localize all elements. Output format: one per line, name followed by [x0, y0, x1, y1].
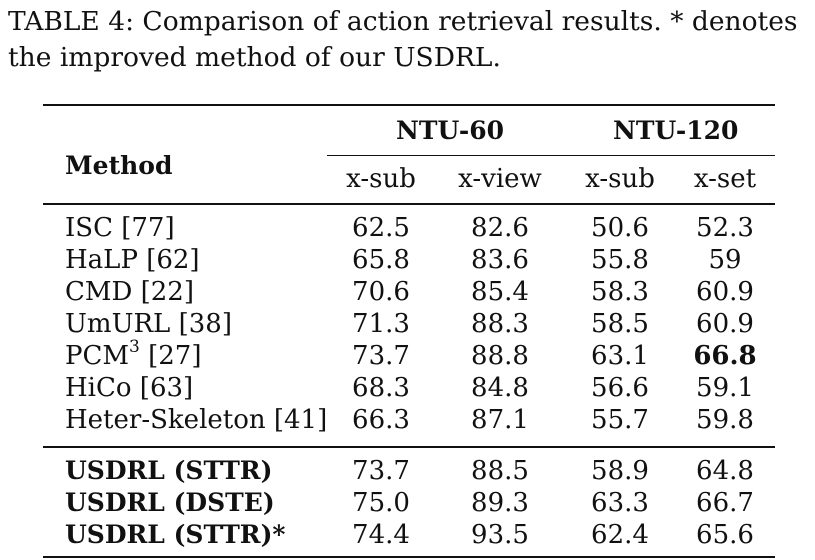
cell-value: 74.4 [352, 520, 410, 550]
cell-value: 59 [708, 245, 742, 275]
header-method: Method [65, 151, 173, 180]
row-method: CMD [22] [65, 277, 194, 307]
cell-value: 88.3 [471, 309, 529, 339]
cell-value: 73.7 [352, 341, 410, 371]
cell-value: 88.5 [471, 456, 529, 486]
cell-value: 66.7 [696, 488, 754, 518]
cell-value: 84.8 [471, 373, 529, 403]
cell-value: 64.8 [696, 456, 754, 486]
cell-value: 60.9 [696, 277, 754, 307]
header-ntu120: NTU-120 [613, 116, 739, 145]
cell-value: 55.8 [591, 245, 649, 275]
subheader-ntu120-xset: x-set [693, 164, 757, 194]
cell-value: 63.1 [591, 341, 649, 371]
caption-line-2: the improved method of our USDRL. [8, 42, 501, 73]
cell-value: 58.9 [591, 456, 649, 486]
cell-value: 73.7 [352, 456, 410, 486]
cell-value: 66.3 [352, 405, 410, 435]
row-method: Heter-Skeleton [41] [65, 405, 328, 435]
row-method-superscript: 3 [129, 337, 140, 358]
cell-value: 93.5 [471, 520, 529, 550]
row-method: PCM3 [27] [65, 339, 202, 371]
cell-value: 70.6 [352, 277, 410, 307]
table-caption: TABLE 4: Comparison of action retrieval … [8, 4, 813, 76]
caption-line-1: TABLE 4: Comparison of action retrieval … [8, 6, 798, 37]
row-method: USDRL (STTR) [65, 456, 273, 485]
header-midrule [43, 203, 775, 205]
row-method: USDRL (DSTE) [65, 488, 275, 517]
results-table: NTU-60 NTU-120 Method x-sub x-view x-sub… [43, 104, 775, 558]
cell-value: 88.8 [471, 341, 529, 371]
section-midrule [43, 446, 775, 448]
cell-value: 50.6 [591, 213, 649, 243]
row-method: HiCo [63] [65, 373, 194, 403]
cell-value: 60.9 [696, 309, 754, 339]
row-method: ISC [77] [65, 213, 175, 243]
cell-value: 58.3 [591, 277, 649, 307]
cell-value: 62.4 [591, 520, 649, 550]
subheader-ntu60-xsub: x-sub [346, 164, 416, 194]
row-method-citation: [27] [139, 341, 202, 371]
cell-value-best: 66.8 [693, 341, 757, 371]
group-midrule [327, 155, 775, 156]
bottom-rule [43, 556, 775, 558]
header-ntu60: NTU-60 [396, 116, 504, 145]
cell-value: 58.5 [591, 309, 649, 339]
row-method: HaLP [62] [65, 245, 200, 275]
row-method-name: PCM [65, 341, 130, 371]
subheader-ntu120-xsub: x-sub [585, 164, 655, 194]
cell-value: 75.0 [352, 488, 410, 518]
cell-value: 56.6 [591, 373, 649, 403]
cell-value: 59.1 [696, 373, 754, 403]
row-method: UmURL [38] [65, 309, 232, 339]
cell-value: 63.3 [591, 488, 649, 518]
cell-value: 52.3 [696, 213, 754, 243]
cell-value: 55.7 [591, 405, 649, 435]
cell-value: 65.8 [352, 245, 410, 275]
cell-value: 65.6 [696, 520, 754, 550]
cell-value: 83.6 [471, 245, 529, 275]
cell-value: 87.1 [471, 405, 529, 435]
cell-value: 59.8 [696, 405, 754, 435]
cell-value: 68.3 [352, 373, 410, 403]
cell-value: 85.4 [471, 277, 529, 307]
top-rule [43, 104, 775, 106]
cell-value: 71.3 [352, 309, 410, 339]
cell-value: 89.3 [471, 488, 529, 518]
row-method: USDRL (STTR)* [65, 520, 286, 549]
cell-value: 62.5 [352, 213, 410, 243]
cell-value: 82.6 [471, 213, 529, 243]
subheader-ntu60-xview: x-view [458, 164, 542, 194]
